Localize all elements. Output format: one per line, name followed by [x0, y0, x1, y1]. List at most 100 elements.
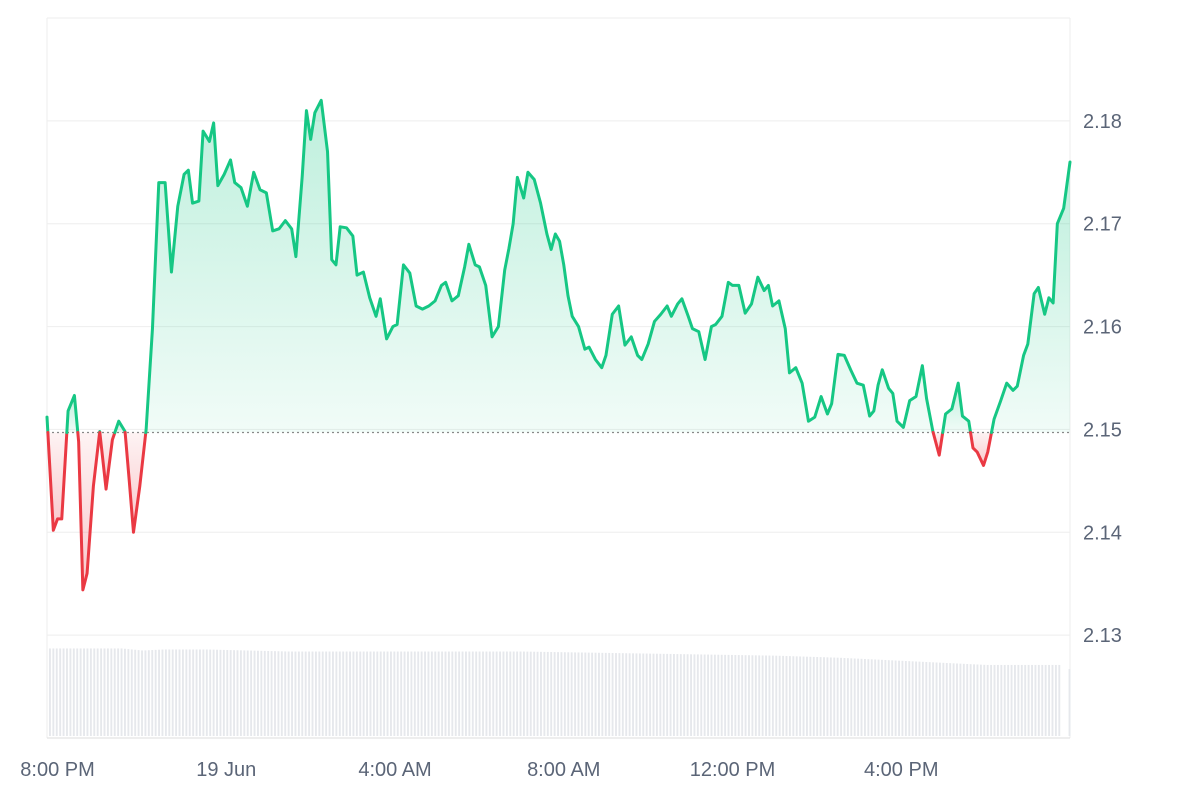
volume-bar: [1010, 664, 1013, 736]
volume-bar: [400, 651, 403, 736]
volume-bar: [775, 655, 778, 736]
volume-bar: [120, 648, 123, 736]
volume-bar: [151, 650, 154, 736]
volume-bar: [338, 651, 341, 736]
volume-bar: [345, 651, 348, 736]
volume-bar: [949, 663, 952, 736]
volume-bar: [1044, 664, 1047, 736]
volume-bar: [533, 651, 536, 736]
volume-bar: [280, 651, 283, 736]
volume-bar: [509, 651, 512, 736]
volume-bar: [250, 650, 253, 736]
volume-bar: [325, 651, 328, 736]
volume-bar: [935, 662, 938, 736]
volume-bar: [216, 649, 218, 736]
volume-bar: [1007, 664, 1010, 736]
volume-bar: [594, 652, 597, 736]
volume-bar: [550, 652, 553, 736]
volume-bar: [932, 662, 935, 736]
volume-bar: [430, 651, 433, 736]
volume-bar: [137, 650, 140, 736]
volume-bar: [823, 657, 825, 736]
volume-bar: [1014, 664, 1016, 736]
volume-bar: [621, 653, 624, 736]
volume-bar: [403, 651, 406, 736]
volume-bar: [911, 661, 914, 736]
volume-bar: [669, 653, 672, 736]
volume-bar: [921, 661, 924, 736]
volume-bar: [1031, 664, 1033, 736]
y-tick-label: 2.14: [1083, 522, 1122, 544]
volume-bar: [478, 651, 481, 736]
price-line-down-segment: [123, 431, 148, 534]
volume-bar: [369, 651, 372, 736]
volume-bar: [618, 653, 621, 736]
volume-bar: [1054, 664, 1057, 736]
volume-bar: [570, 652, 573, 736]
volume-bar: [771, 655, 774, 736]
volume-bars: [49, 648, 1071, 736]
volume-bar: [413, 651, 416, 736]
volume-bar: [901, 660, 904, 736]
volume-bar: [393, 651, 396, 736]
volume-bar: [826, 657, 829, 736]
volume-bar: [536, 651, 539, 736]
volume-bar: [983, 664, 986, 736]
volume-bar: [560, 652, 563, 736]
volume-bar: [352, 651, 355, 736]
volume-bar: [713, 654, 716, 736]
volume-bar: [434, 651, 437, 736]
volume-bar: [199, 649, 201, 736]
volume-bar: [720, 654, 723, 736]
volume-bar: [563, 652, 566, 736]
volume-bar: [635, 653, 638, 736]
volume-bar: [362, 651, 365, 736]
volume-bar: [89, 648, 92, 736]
volume-bar: [332, 651, 334, 736]
volume-bar: [100, 648, 103, 736]
volume-bar: [584, 652, 587, 736]
volume-bar: [659, 653, 662, 736]
volume-bar: [744, 655, 747, 736]
volume-bar: [751, 655, 754, 736]
price-line-up-segment: [941, 381, 973, 435]
volume-bar: [79, 648, 82, 736]
volume-bar: [580, 652, 583, 736]
volume-bar: [66, 648, 68, 736]
volume-bar: [304, 651, 307, 736]
volume-bar: [447, 651, 450, 736]
volume-bar: [891, 660, 894, 736]
volume-bar: [72, 648, 75, 736]
volume-bar: [870, 659, 873, 736]
volume-bar: [857, 658, 860, 736]
volume-bar: [267, 650, 270, 736]
volume-bar: [724, 654, 727, 736]
price-line-down-segment: [931, 431, 945, 457]
volume-bar: [195, 649, 198, 736]
volume-bar: [526, 651, 529, 736]
volume-bar: [110, 648, 113, 736]
volume-bar: [226, 650, 229, 736]
volume-bar: [693, 654, 696, 736]
volume-bar: [454, 651, 457, 736]
volume-bar: [76, 648, 79, 736]
volume-bar: [130, 649, 133, 736]
volume-bar: [349, 651, 351, 736]
volume-bar: [625, 653, 628, 736]
price-line-down-segment: [98, 431, 117, 491]
volume-bar: [461, 651, 464, 736]
volume-bar: [782, 655, 785, 736]
volume-bar: [615, 653, 617, 736]
volume-bar: [376, 651, 379, 736]
volume-bar: [683, 654, 686, 736]
volume-bar: [205, 649, 208, 736]
volume-bar: [741, 655, 744, 736]
volume-bar: [372, 651, 375, 736]
volume-bar: [877, 659, 880, 736]
volume-bar: [792, 656, 795, 736]
volume-bar: [1003, 664, 1006, 736]
volume-bar: [117, 648, 120, 736]
price-line-up-segment: [144, 98, 935, 435]
volume-bar: [284, 651, 287, 736]
volume-bar: [355, 651, 358, 736]
